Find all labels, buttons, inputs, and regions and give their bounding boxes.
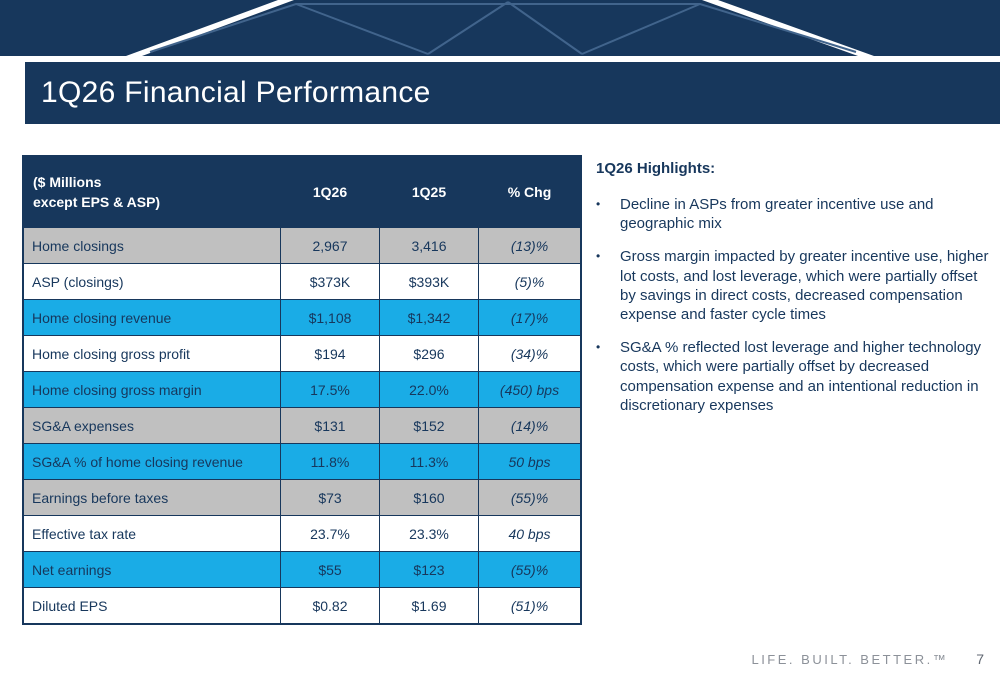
- table-cell-1q25: $393K: [379, 263, 479, 300]
- table-cell-chg: (450) bps: [478, 371, 582, 408]
- table-cell-1q25: $296: [379, 335, 479, 372]
- table-cell-1q26: $0.82: [280, 587, 380, 625]
- footer: LIFE. BUILT. BETTER.™ 7: [751, 651, 984, 667]
- table-row: Diluted EPS $0.82 $1.69 (51)%: [22, 587, 582, 625]
- table-row: Effective tax rate 23.7% 23.3% 40 bps: [22, 515, 582, 552]
- bullet-icon: •: [596, 197, 601, 211]
- table-cell-chg: (51)%: [478, 587, 582, 625]
- table-cell-1q26: $73: [280, 479, 380, 516]
- table-cell-1q25: $123: [379, 551, 479, 588]
- table-cell-chg: (17)%: [478, 299, 582, 336]
- page-title: 1Q26 Financial Performance: [41, 76, 431, 109]
- table-cell-chg: 40 bps: [478, 515, 582, 552]
- financial-table-body: Home closings 2,967 3,416 (13)% ASP (closing…: [22, 227, 582, 625]
- table-cell-1q25: $152: [379, 407, 479, 444]
- table-row: Home closing gross profit $194 $296 (34)%: [22, 335, 582, 372]
- highlight-text: Gross margin impacted by greater incenti…: [620, 248, 989, 323]
- table-cell-label: Earnings before taxes: [22, 479, 281, 516]
- table-cell-chg: (55)%: [478, 479, 582, 516]
- table-cell-1q25: $1,342: [379, 299, 479, 336]
- bullet-icon: •: [596, 340, 601, 355]
- highlights-list: • Decline in ASPs from greater incentive …: [596, 195, 994, 415]
- table-cell-1q26: 11.8%: [280, 443, 380, 480]
- table-row: Home closing revenue $1,108 $1,342 (17)%: [22, 299, 582, 336]
- highlights-section: 1Q26 Highlights: • Decline in ASPs from g…: [596, 160, 994, 429]
- table-row: Home closings 2,967 3,416 (13)%: [22, 227, 582, 264]
- top-decorative-banner: [0, 0, 1000, 56]
- financial-table: ($ Millions except EPS & ASP) 1Q26 1Q25 …: [22, 155, 582, 625]
- table-cell-label: Home closing revenue: [22, 299, 281, 336]
- table-cell-label: Home closing gross profit: [22, 335, 281, 372]
- banner-pattern-graphic: [0, 0, 1000, 56]
- table-header-row: ($ Millions except EPS & ASP) 1Q26 1Q25 …: [22, 155, 582, 228]
- table-cell-1q25: 11.3%: [379, 443, 479, 480]
- table-cell-chg: (5)%: [478, 263, 582, 300]
- bullet-icon: •: [596, 249, 601, 264]
- table-cell-label: Home closings: [22, 227, 281, 264]
- table-cell-1q26: 2,967: [280, 227, 380, 264]
- table-row: SG&A expenses $131 $152 (14)%: [22, 407, 582, 444]
- table-row: Earnings before taxes $73 $160 (55)%: [22, 479, 582, 516]
- table-row: Net earnings $55 $123 (55)%: [22, 551, 582, 588]
- table-cell-1q26: $194: [280, 335, 380, 372]
- table-cell-1q25: $160: [379, 479, 479, 516]
- table-row: Home closing gross margin 17.5% 22.0% (450)…: [22, 371, 582, 408]
- table-cell-1q26: 23.7%: [280, 515, 380, 552]
- table-cell-1q25: $1.69: [379, 587, 479, 625]
- page-number: 7: [976, 651, 984, 667]
- table-cell-chg: (14)%: [478, 407, 582, 444]
- table-cell-1q26: 17.5%: [280, 371, 380, 408]
- table-cell-1q26: $1,108: [280, 299, 380, 336]
- table-cell-1q26: $131: [280, 407, 380, 444]
- header-1q25: 1Q25: [379, 155, 479, 228]
- table-cell-label: SG&A % of home closing revenue: [22, 443, 281, 480]
- table-row: ASP (closings) $373K $393K (5)%: [22, 263, 582, 300]
- table-cell-1q26: $373K: [280, 263, 380, 300]
- highlight-item: • SG&A % reflected lost leverage and high…: [596, 338, 994, 415]
- table-cell-label: Diluted EPS: [22, 587, 281, 625]
- table-cell-label: Home closing gross margin: [22, 371, 281, 408]
- table-row: SG&A % of home closing revenue 11.8% 11.3%…: [22, 443, 582, 480]
- table-cell-chg: (55)%: [478, 551, 582, 588]
- title-band: 1Q26 Financial Performance: [25, 62, 1000, 124]
- highlights-title: 1Q26 Highlights:: [596, 160, 716, 177]
- table-cell-1q25: 3,416: [379, 227, 479, 264]
- table-cell-label: ASP (closings): [22, 263, 281, 300]
- highlight-text: SG&A % reflected lost leverage and highe…: [620, 339, 982, 414]
- table-cell-chg: (13)%: [478, 227, 582, 264]
- brand-tagline: LIFE. BUILT. BETTER.™: [751, 652, 949, 667]
- table-cell-1q25: 23.3%: [379, 515, 479, 552]
- table-cell-label: Net earnings: [22, 551, 281, 588]
- highlight-item: • Gross margin impacted by greater incent…: [596, 247, 994, 324]
- table-cell-1q25: 22.0%: [379, 371, 479, 408]
- table-cell-chg: 50 bps: [478, 443, 582, 480]
- header-pct-chg: % Chg: [478, 155, 582, 228]
- financial-table-header: ($ Millions except EPS & ASP) 1Q26 1Q25 …: [22, 155, 582, 228]
- table-cell-label: SG&A expenses: [22, 407, 281, 444]
- header-units-label: ($ Millions except EPS & ASP): [22, 155, 281, 228]
- table-cell-chg: (34)%: [478, 335, 582, 372]
- table-cell-1q26: $55: [280, 551, 380, 588]
- highlight-text: Decline in ASPs from greater incentive u…: [620, 196, 934, 233]
- header-1q26: 1Q26: [280, 155, 380, 228]
- highlight-item: • Decline in ASPs from greater incentive …: [596, 195, 994, 233]
- table-cell-label: Effective tax rate: [22, 515, 281, 552]
